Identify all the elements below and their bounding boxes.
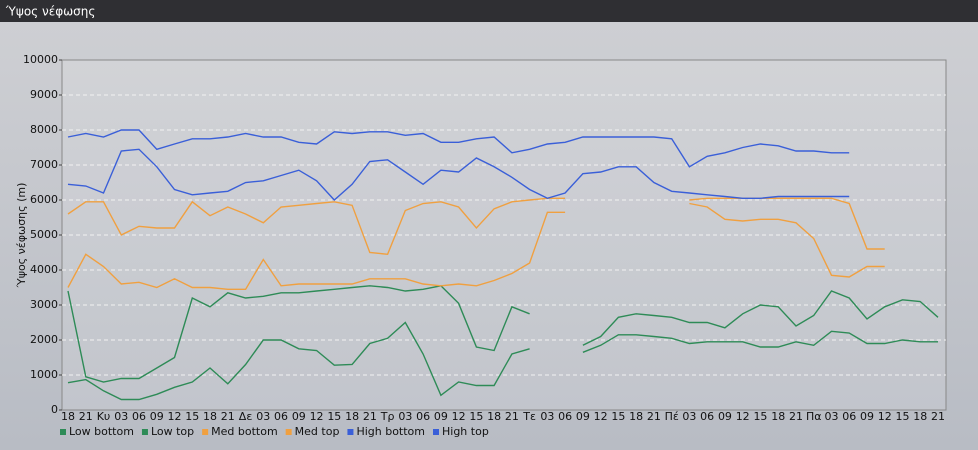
x-tick-label: Πέ	[665, 410, 679, 423]
x-tick-label: 15	[611, 410, 625, 423]
x-tick-label: 09	[718, 410, 732, 423]
legend-swatch	[141, 429, 148, 435]
x-tick-label: 18	[345, 410, 359, 423]
x-tick-label: 12	[310, 410, 324, 423]
series-line	[67, 285, 939, 383]
legend-swatch	[60, 429, 66, 435]
x-tick-label: 12	[878, 410, 892, 423]
series-line	[67, 321, 938, 401]
x-tick-label: 18	[771, 410, 785, 423]
x-tick-label: 18	[913, 410, 927, 423]
x-tick-label: 06	[274, 410, 288, 423]
legend-label: Low bottom	[69, 425, 134, 438]
x-tick-label: 21	[505, 410, 519, 423]
legend-label: High top	[442, 425, 489, 438]
x-tick-label: 15	[753, 410, 767, 423]
y-tick-label: 7000	[30, 158, 58, 171]
x-tick-label: 12	[452, 410, 466, 423]
y-axis-label: Ύψος νέφωσης (m)	[15, 183, 28, 289]
x-tick-label: 21	[79, 410, 93, 423]
y-tick-label: 6000	[30, 193, 58, 206]
legend-label: Med bottom	[211, 425, 278, 438]
series-line	[67, 197, 885, 256]
x-tick-label: 21	[931, 410, 945, 423]
y-tick-label: 2000	[30, 333, 58, 346]
y-tick-label: 9000	[30, 88, 58, 101]
x-tick-label: 03	[114, 410, 128, 423]
x-tick-label: 12	[168, 410, 182, 423]
x-tick-label: 03	[398, 410, 412, 423]
chart-title: Ύψος νέφωσης	[5, 5, 95, 19]
x-tick-label: 06	[416, 410, 430, 423]
x-tick-label: 06	[132, 410, 146, 423]
series-line	[67, 202, 885, 290]
legend-label: Low top	[151, 425, 194, 438]
x-tick-label: 09	[860, 410, 874, 423]
x-tick-label: 09	[434, 410, 448, 423]
x-tick-label: 18	[629, 410, 643, 423]
legend-swatch	[347, 429, 354, 435]
legend-label: High bottom	[356, 425, 425, 438]
x-tick-label: Δε	[239, 410, 253, 423]
x-tick-label: Τρ	[380, 410, 395, 423]
x-tick-label: 12	[736, 410, 750, 423]
series-line	[67, 129, 850, 168]
x-tick-label: Κυ	[97, 410, 111, 423]
x-tick-label: 21	[789, 410, 803, 423]
title-bar	[0, 0, 978, 22]
x-tick-label: 21	[647, 410, 661, 423]
x-tick-label: 12	[594, 410, 608, 423]
y-tick-label: 4000	[30, 263, 58, 276]
x-tick-label: 03	[824, 410, 838, 423]
legend-swatch	[202, 429, 209, 435]
x-tick-label: 21	[363, 410, 377, 423]
x-tick-label: 09	[150, 410, 164, 423]
x-tick-label: 09	[576, 410, 590, 423]
x-tick-label: 21	[221, 410, 235, 423]
x-tick-label: 15	[469, 410, 483, 423]
x-tick-label: 06	[558, 410, 572, 423]
x-tick-label: 18	[61, 410, 75, 423]
x-tick-label: 03	[256, 410, 270, 423]
x-tick-label: Τε	[522, 410, 536, 423]
legend-swatch	[433, 429, 439, 435]
y-tick-label: 1000	[30, 368, 58, 381]
x-tick-label: 03	[682, 410, 696, 423]
series-line	[67, 148, 850, 201]
y-tick-label: 3000	[30, 298, 58, 311]
legend-swatch	[285, 429, 292, 435]
x-tick-label: 18	[203, 410, 217, 423]
y-tick-label: 0	[51, 403, 58, 416]
x-tick-label: 15	[185, 410, 199, 423]
x-tick-label: 06	[842, 410, 856, 423]
y-tick-label: 8000	[30, 123, 58, 136]
x-tick-label: 09	[292, 410, 306, 423]
x-tick-label: 15	[895, 410, 909, 423]
x-tick-label: Πα	[806, 410, 822, 423]
x-tick-label: 15	[327, 410, 341, 423]
x-tick-label: 06	[700, 410, 714, 423]
legend-label: Med top	[295, 425, 340, 438]
x-tick-label: 18	[487, 410, 501, 423]
y-tick-label: 5000	[30, 228, 58, 241]
y-tick-label: 10000	[23, 53, 58, 66]
x-tick-label: 03	[540, 410, 554, 423]
